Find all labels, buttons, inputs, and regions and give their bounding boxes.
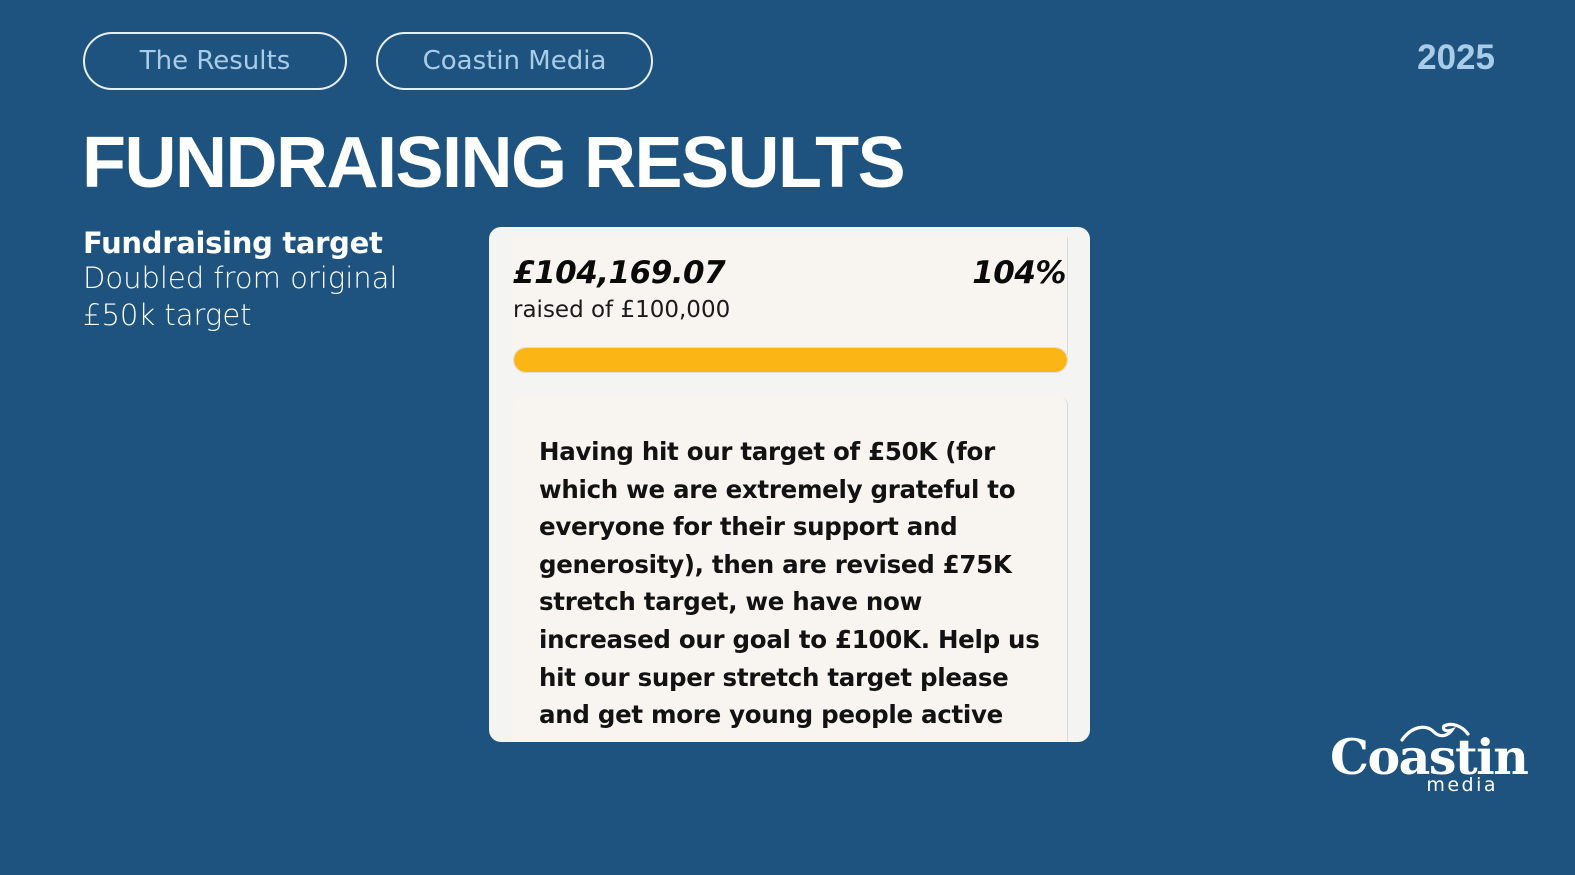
year-label: 2025 bbox=[1417, 38, 1495, 77]
raised-caption: raised of £100,000 bbox=[513, 297, 731, 323]
wave-icon bbox=[1400, 722, 1470, 742]
target-heading: Fundraising target bbox=[83, 226, 383, 260]
tab-coastin-media-label: Coastin Media bbox=[422, 46, 607, 76]
tab-the-results-label: The Results bbox=[139, 46, 291, 76]
target-summary: Fundraising target Doubled from original… bbox=[83, 226, 463, 334]
percent-raised: 104% bbox=[972, 255, 1066, 291]
fundraiser-message-box: Having hit our target of £50K (for which… bbox=[513, 397, 1068, 742]
progress-bar-fill bbox=[514, 348, 1067, 372]
amount-raised: £104,169.07 bbox=[513, 255, 726, 291]
tab-the-results[interactable]: The Results bbox=[83, 32, 347, 90]
fundraiser-message: Having hit our target of £50K (for which… bbox=[539, 437, 1040, 742]
progress-bar bbox=[513, 347, 1068, 373]
fundraiser-summary bbox=[513, 237, 1068, 355]
page-title: FUNDRAISING RESULTS bbox=[82, 123, 906, 203]
coastin-media-logo: Coastin media bbox=[1330, 722, 1529, 802]
logo-sub: media bbox=[1426, 774, 1498, 796]
target-description: Doubled from original £50k target bbox=[83, 261, 398, 332]
fundraiser-card: £104,169.07 raised of £100,000 104% Havi… bbox=[489, 227, 1090, 742]
logo-word: Coastin bbox=[1330, 728, 1529, 786]
tab-coastin-media[interactable]: Coastin Media bbox=[376, 32, 653, 90]
